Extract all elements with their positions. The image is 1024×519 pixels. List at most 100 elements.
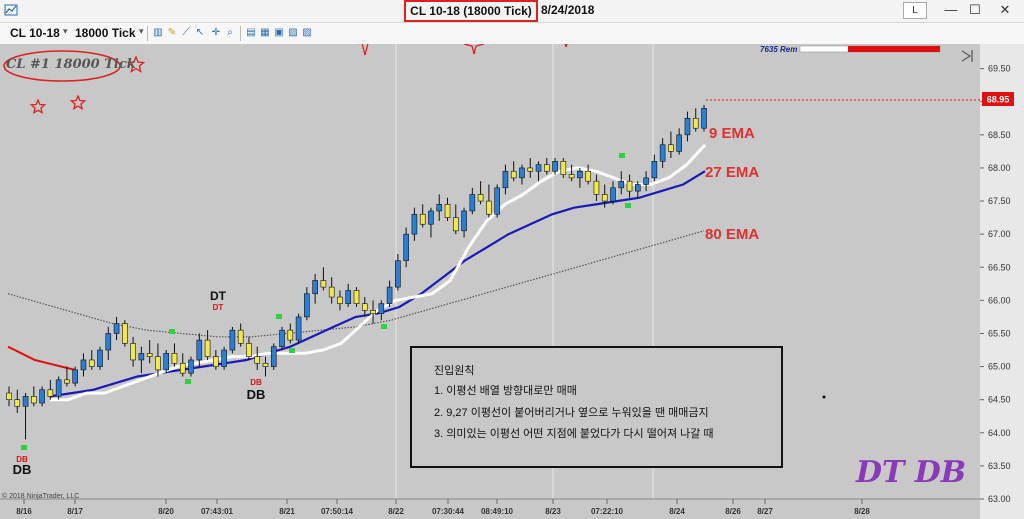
copyright-text: © 2018 NinjaTrader, LLC xyxy=(2,493,80,500)
green-signal-mark xyxy=(169,329,175,334)
panel-collapse-icon[interactable] xyxy=(961,50,972,62)
toolbar-divider-2 xyxy=(240,26,241,41)
candles xyxy=(6,105,707,440)
candle-body xyxy=(113,323,120,334)
x-tick-label: 07:50:14 xyxy=(321,507,354,516)
candle-body xyxy=(635,184,641,192)
candle-body xyxy=(428,210,434,225)
candle-body xyxy=(461,210,467,232)
chart-label-oval xyxy=(3,50,121,82)
candle-body xyxy=(370,309,376,314)
y-tick-label: 64.50 xyxy=(988,395,1011,405)
candle-body xyxy=(568,174,575,179)
candle-body xyxy=(105,333,112,351)
bar-type-icon[interactable]: ▥ xyxy=(153,27,163,38)
star-icon xyxy=(463,44,485,55)
cursor-icon[interactable]: ↖ xyxy=(195,27,205,38)
candle-body xyxy=(535,164,542,172)
zoom-icon[interactable]: ⌕ xyxy=(227,27,233,38)
crosshair-icon[interactable]: ✛ xyxy=(211,27,221,38)
candle-body xyxy=(386,286,393,304)
y-tick-label: 68.50 xyxy=(988,130,1011,140)
y-tick-label: 69.50 xyxy=(988,64,1011,74)
candle-body xyxy=(171,353,178,364)
candle-body xyxy=(403,233,409,261)
green-signal-mark xyxy=(619,153,625,158)
x-tick-label: 8/27 xyxy=(757,507,773,516)
candle-body xyxy=(196,339,203,361)
candle-body xyxy=(97,349,103,367)
x-tick-label: 08:49:10 xyxy=(481,507,514,516)
rem-progress-fill xyxy=(848,46,940,52)
candle-body xyxy=(213,356,219,367)
rem-counter: 7635 Rem xyxy=(760,45,798,54)
candle-body xyxy=(477,194,484,202)
x-tick-label: 8/23 xyxy=(545,507,561,516)
candle-body xyxy=(221,349,227,367)
green-signal-mark xyxy=(289,348,295,353)
candle-body xyxy=(47,389,54,397)
candle-body xyxy=(510,170,517,179)
layout-button[interactable]: L xyxy=(903,2,927,19)
interval-selector[interactable]: 18000 Tick xyxy=(75,26,136,40)
candle-body xyxy=(246,343,252,357)
db-signal-small: DB xyxy=(16,455,28,464)
price-chart[interactable]: 69.5069.0068.5068.0067.5067.0066.5066.00… xyxy=(0,44,1024,519)
entry-rule-1: 1. 이평선 배열 방향대로만 매매 xyxy=(434,385,577,397)
db-label-large: DB xyxy=(247,387,266,402)
strategies-icon[interactable]: ▦ xyxy=(260,27,270,38)
price-axis xyxy=(980,44,1024,519)
db-signal-small: DB xyxy=(250,378,262,387)
candle-body xyxy=(560,161,567,175)
y-tick-label: 63.50 xyxy=(988,461,1011,471)
chart-trader-icon[interactable]: ▨ xyxy=(302,27,312,38)
green-signal-mark xyxy=(185,379,191,384)
annotation-stars xyxy=(29,44,568,115)
line-tool-icon[interactable]: ⟋ xyxy=(182,27,190,38)
candle-body xyxy=(701,108,707,129)
candle-body xyxy=(345,290,352,304)
instrument-dropdown-icon[interactable]: ▾ xyxy=(63,26,68,36)
stray-dot xyxy=(822,395,826,399)
candle-body xyxy=(395,260,401,288)
indicators-icon[interactable]: ▤ xyxy=(246,27,256,38)
candle-body xyxy=(659,144,666,162)
properties-icon[interactable]: ▣ xyxy=(274,27,284,38)
candle-body xyxy=(543,164,550,172)
ema27-label: 27 EMA xyxy=(705,164,760,181)
entry-rule-2: 2. 9,27 이평선이 붙어버리거나 옆으로 누워있을 땐 매매금지 xyxy=(434,407,709,419)
close-button[interactable]: ✕ xyxy=(999,2,1011,17)
entry-rules-title: 진입원칙 xyxy=(434,365,475,377)
candle-body xyxy=(494,187,500,215)
x-tick-label: 8/22 xyxy=(388,507,404,516)
candle-body xyxy=(237,329,244,344)
x-tick-label: 8/20 xyxy=(158,507,174,516)
y-tick-label: 66.00 xyxy=(988,295,1011,305)
candle-body xyxy=(361,303,368,311)
maximize-button[interactable]: ☐ xyxy=(969,2,981,17)
last-price-marker xyxy=(982,92,1014,106)
minimize-button[interactable]: — xyxy=(944,2,958,17)
dt-label-large: DT xyxy=(210,289,227,303)
candle-body xyxy=(419,213,426,225)
candle-body xyxy=(88,359,95,367)
last-price-text: 68.95 xyxy=(987,95,1010,105)
ema9-label: 9 EMA xyxy=(709,125,755,142)
y-tick-label: 67.50 xyxy=(988,196,1011,206)
candle-body xyxy=(72,369,78,384)
candle-body xyxy=(452,217,459,232)
x-tick-label: 8/21 xyxy=(279,507,295,516)
interval-dropdown-icon[interactable]: ▾ xyxy=(139,26,144,36)
dt-signal-small: DT xyxy=(213,303,224,312)
templates-icon[interactable]: ▧ xyxy=(288,27,298,38)
green-signal-mark xyxy=(21,445,27,450)
candle-body xyxy=(626,180,633,192)
drawing-tool-icon[interactable]: ✎ xyxy=(167,27,177,38)
y-tick-label: 63.00 xyxy=(988,494,1011,504)
candle-body xyxy=(502,170,509,189)
chart-app-icon xyxy=(4,4,18,16)
instrument-selector[interactable]: CL 10-18 xyxy=(10,26,60,40)
star-icon xyxy=(29,98,47,115)
candle-body xyxy=(179,362,186,374)
candle-body xyxy=(378,303,385,314)
